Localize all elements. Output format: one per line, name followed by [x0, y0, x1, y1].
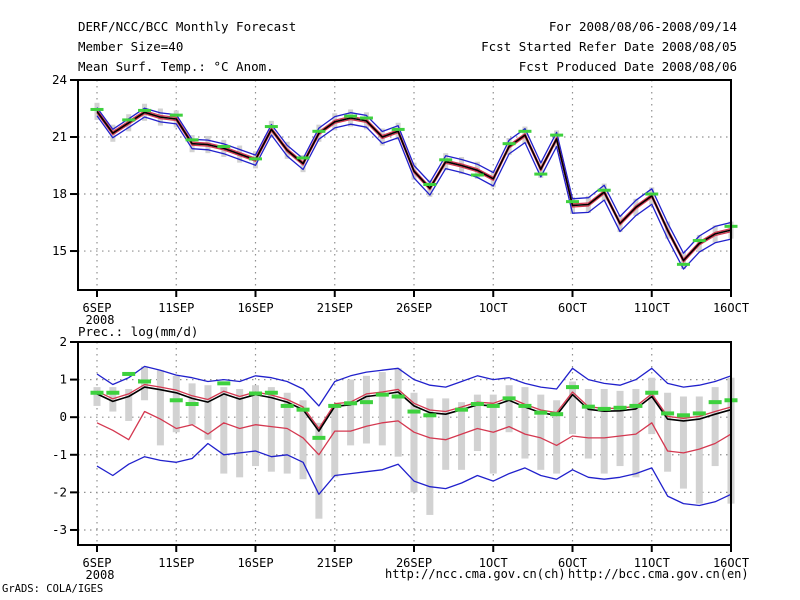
precip-frame: [77, 341, 732, 546]
bcc-url: http://bcc.cma.gov.cn(en): [568, 567, 749, 581]
temp-y-tick-label: 18: [52, 186, 67, 201]
temp-x-tick-label: 16SEP: [237, 301, 273, 315]
precip-mean-line: [96, 386, 732, 432]
precip-x-tick-label: 1OCT: [479, 556, 508, 570]
temp-x-tick-label: 21SEP: [317, 301, 353, 315]
temp-min-line: [96, 115, 732, 270]
precip-spread-bars: [93, 366, 735, 519]
precip-x-tick-label: 16SEP: [237, 556, 273, 570]
precip-x-tick-label: 11OCT: [634, 556, 670, 570]
valid-period-label: For 2008/08/06-2008/09/14: [548, 19, 737, 34]
precip-max-line: [96, 365, 732, 407]
temp-minus-sigma-line: [96, 112, 732, 263]
forecast-title: DERF/NCC/BCC Monthly Forecast: [78, 19, 297, 34]
precip-y-tick-label: 0: [59, 409, 67, 424]
temp-x-tick-label: 6SEP: [83, 301, 112, 315]
temp-x-tick-label: 11OCT: [634, 301, 670, 315]
precip-x-year-label: 2008: [86, 568, 115, 582]
member-size-label: Member Size=40: [78, 39, 184, 54]
precip-min-line: [96, 442, 732, 507]
ncc-url: http://ncc.cma.gov.cn(ch): [385, 567, 566, 581]
refer-date-label: Fcst Started Refer Date 2008/08/05: [481, 39, 737, 54]
precip-x-tick-label: 21SEP: [317, 556, 353, 570]
temp-chart-title: Mean Surf. Temp.: °C Anom.: [78, 59, 274, 74]
precip-y-tick-label: -3: [52, 522, 67, 537]
temp-x-year-label: 2008: [86, 313, 115, 327]
precip-x-tick-label: 6SEP: [83, 556, 112, 570]
temp-x-tick-label: 11SEP: [158, 301, 194, 315]
precip-y-tick-label: 1: [59, 372, 67, 387]
precip-x-tick-label: 26SEP: [396, 556, 432, 570]
precip-x-tick-label: 16OCT: [713, 556, 749, 570]
temp-max-line: [96, 107, 732, 254]
grads-credit: GrADS: COLA/IGES: [2, 583, 104, 595]
temp-x-tick-label: 16OCT: [713, 301, 749, 315]
temp-x-tick-label: 1OCT: [479, 301, 508, 315]
temp-mean-line: [96, 110, 732, 262]
precip-x-tick-label: 6OCT: [558, 556, 587, 570]
precip-y-tick-label: 2: [59, 334, 67, 349]
precip-minus-sigma-line: [96, 410, 732, 456]
precip-y-tick-label: -1: [52, 447, 67, 462]
precip-chart-title: Prec.: log(mm/d): [78, 324, 199, 339]
temp-y-tick-label: 21: [52, 129, 67, 144]
temp-spread-bars: [94, 102, 734, 270]
precip-gridlines: [78, 342, 731, 545]
produced-date-label: Fcst Produced Date 2008/08/06: [518, 59, 737, 74]
precip-x-tick-label: 11SEP: [158, 556, 194, 570]
temp-y-tick-label: 15: [52, 243, 67, 258]
precip-y-tick-label: -2: [52, 484, 67, 499]
temp-x-tick-label: 6OCT: [558, 301, 587, 315]
temp-frame: [77, 79, 732, 291]
temp-x-tick-label: 26SEP: [396, 301, 432, 315]
temp-y-tick-label: 24: [52, 72, 67, 87]
